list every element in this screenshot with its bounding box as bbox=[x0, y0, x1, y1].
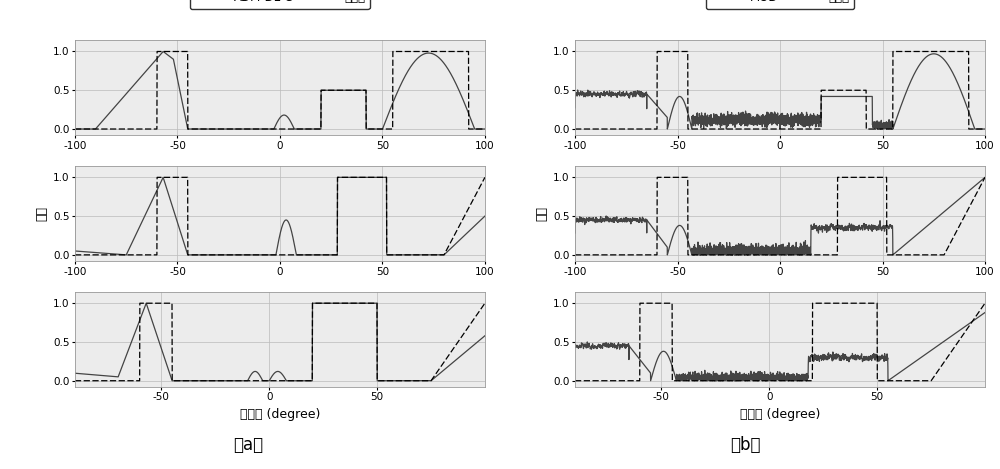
Legend: ADM-DL-C, 源信号: ADM-DL-C, 源信号 bbox=[190, 0, 370, 9]
Legend: MOD, 源信号: MOD, 源信号 bbox=[706, 0, 854, 9]
Y-axis label: 幅値: 幅値 bbox=[36, 206, 49, 221]
Text: （a）: （a） bbox=[233, 436, 263, 454]
Text: （b）: （b） bbox=[730, 436, 760, 454]
Y-axis label: 幅値: 幅値 bbox=[536, 206, 549, 221]
X-axis label: 波达角 (degree): 波达角 (degree) bbox=[240, 408, 320, 421]
X-axis label: 波达角 (degree): 波达角 (degree) bbox=[740, 408, 820, 421]
